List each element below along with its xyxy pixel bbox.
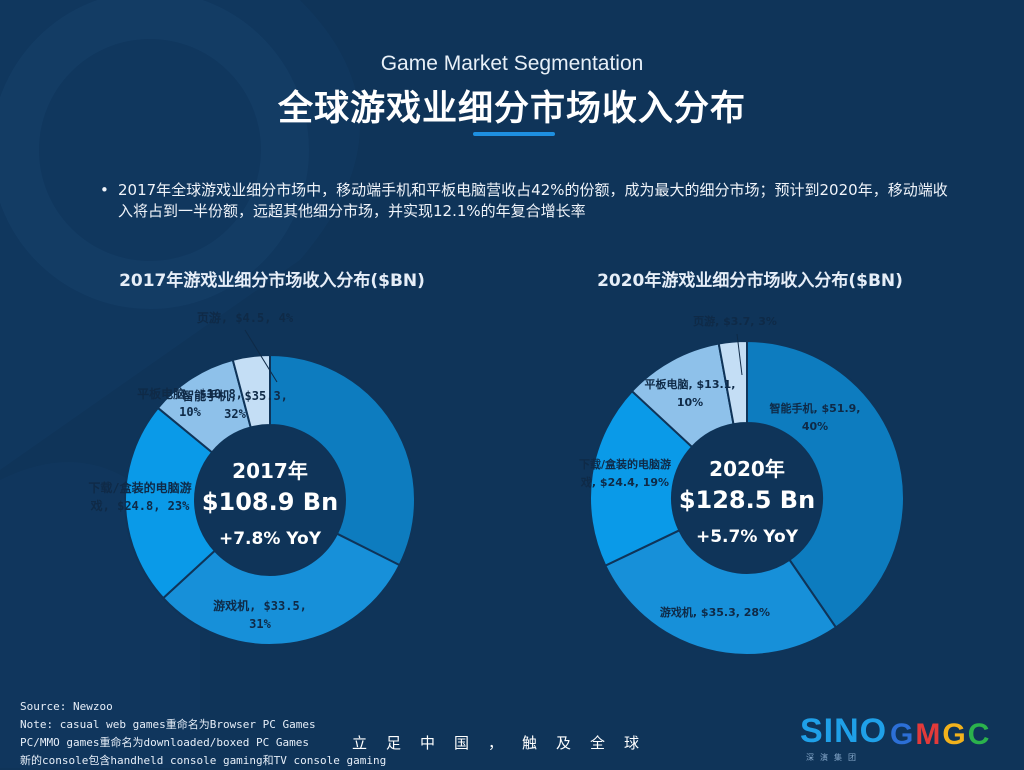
segment-label-5: 页游, $3.7, 3% — [693, 314, 777, 328]
segment-label-4: 平板电脑, $10.8, 10% — [137, 386, 243, 419]
gmgc-letter-m: M — [915, 718, 943, 751]
segment-label-4: 平板电脑, $13.1, 10% — [645, 377, 736, 409]
gmgc-letter-c: C — [967, 718, 992, 751]
segment-label-1: 智能手机, $51.9, 40% — [770, 401, 861, 433]
segment-label-3: 下载/盒装的电脑游戏, $24.4, 19% — [579, 457, 671, 489]
footnote-note-3: 新的console包含handheld console gaming和TV co… — [20, 754, 387, 767]
donut-center — [195, 425, 345, 575]
donut-chart-2017: 智能手机, $35.3, 32% 游戏机, $33.5, 31% 下载/盒装的电脑游戏,… — [88, 310, 416, 646]
leader-line — [736, 333, 743, 376]
footnote: Source: Newzoo Note: casual web games重命名… — [20, 698, 386, 770]
footnote-source: Source: Newzoo — [20, 700, 113, 713]
title-underline — [473, 132, 555, 136]
center-growth: +7.8% YoY — [219, 529, 322, 549]
bullet-dot: • — [100, 181, 109, 199]
sino-logo: SINO — [800, 712, 888, 750]
footnote-note-2: PC/MMO games重命名为downloaded/boxed PC Game… — [20, 736, 310, 749]
segment-label-5: 页游, $4.5, 4% — [197, 310, 294, 325]
segment-label-3: 下载/盒装的电脑游戏, $24.8, 23% — [88, 480, 191, 513]
chart-title-2017: 2017年游戏业细分市场收入分布($BN) — [119, 271, 425, 291]
gmgc-letter-g2: G — [942, 718, 968, 751]
slogan: 立足中国，触及全球 — [352, 734, 659, 752]
donut-segment-3 — [124, 406, 217, 600]
donut-center — [672, 423, 822, 573]
summary-bullet: • 2017年全球游戏业细分市场中，移动端手机和平板电脑营收占42%的份额，成为… — [100, 180, 948, 222]
segment-label-2: 游戏机, $33.5, 31% — [213, 598, 307, 631]
center-growth: +5.7% YoY — [696, 527, 799, 547]
center-year: 2017年 — [232, 459, 308, 483]
subtitle-en: Game Market Segmentation — [380, 52, 644, 75]
leader-line — [244, 329, 278, 383]
segment-label-1: 智能手机, $35.3, 32% — [181, 388, 288, 421]
footnote-note-1: Note: casual web games重命名为Browser PC Gam… — [20, 718, 316, 731]
center-year: 2020年 — [709, 457, 785, 481]
gmgc-logo: GMGC — [890, 718, 991, 752]
donut-chart-2020: 智能手机, $51.9, 40% 游戏机, $35.3, 28% 下载/盒装的电脑游戏… — [579, 314, 905, 656]
chart-title-2020: 2020年游戏业细分市场收入分布($BN) — [597, 271, 903, 291]
segment-label-2: 游戏机, $35.3, 28% — [660, 605, 770, 619]
gmgc-letter-g1: G — [890, 718, 916, 751]
page-title: 全球游戏业细分市场收入分布 — [277, 89, 746, 129]
center-total: $108.9 Bn — [202, 488, 338, 516]
summary-text: 2017年全球游戏业细分市场中，移动端手机和平板电脑营收占42%的份额，成为最大… — [118, 181, 948, 220]
center-total: $128.5 Bn — [679, 486, 815, 514]
sino-logo-subtitle: 深演集团 — [806, 753, 862, 762]
